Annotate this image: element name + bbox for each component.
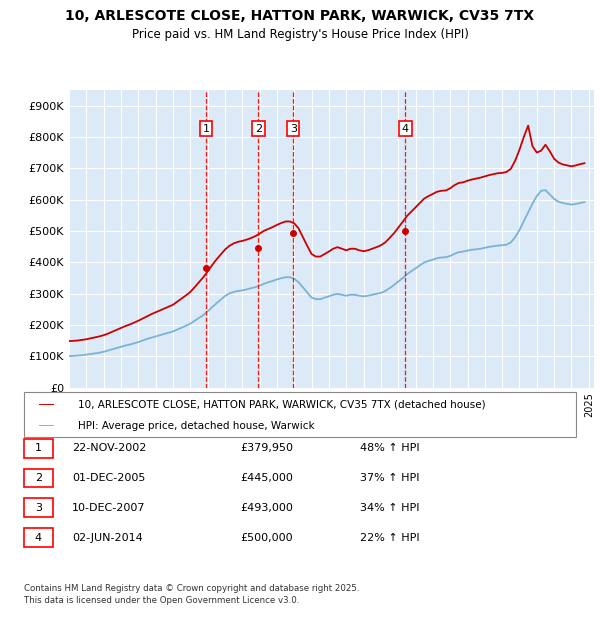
Text: 2: 2: [35, 473, 42, 483]
Text: 2: 2: [254, 123, 262, 133]
Text: 01-DEC-2005: 01-DEC-2005: [72, 473, 145, 483]
Text: £379,950: £379,950: [240, 443, 293, 453]
Text: 37% ↑ HPI: 37% ↑ HPI: [360, 473, 419, 483]
Text: 02-JUN-2014: 02-JUN-2014: [72, 533, 143, 542]
Text: 4: 4: [35, 533, 42, 542]
Text: 3: 3: [35, 503, 42, 513]
Text: 10, ARLESCOTE CLOSE, HATTON PARK, WARWICK, CV35 7TX: 10, ARLESCOTE CLOSE, HATTON PARK, WARWIC…: [65, 9, 535, 24]
Text: HPI: Average price, detached house, Warwick: HPI: Average price, detached house, Warw…: [78, 421, 314, 431]
Text: £500,000: £500,000: [240, 533, 293, 542]
Text: 3: 3: [290, 123, 297, 133]
Text: ——: ——: [39, 399, 54, 412]
Text: 4: 4: [402, 123, 409, 133]
Text: 48% ↑ HPI: 48% ↑ HPI: [360, 443, 419, 453]
Text: Contains HM Land Registry data © Crown copyright and database right 2025.
This d: Contains HM Land Registry data © Crown c…: [24, 584, 359, 605]
Text: 22% ↑ HPI: 22% ↑ HPI: [360, 533, 419, 542]
Text: £445,000: £445,000: [240, 473, 293, 483]
Text: 1: 1: [202, 123, 209, 133]
Text: 10, ARLESCOTE CLOSE, HATTON PARK, WARWICK, CV35 7TX (detached house): 10, ARLESCOTE CLOSE, HATTON PARK, WARWIC…: [78, 400, 485, 410]
Text: ——: ——: [39, 420, 54, 432]
Text: 34% ↑ HPI: 34% ↑ HPI: [360, 503, 419, 513]
Text: 1: 1: [35, 443, 42, 453]
Text: 22-NOV-2002: 22-NOV-2002: [72, 443, 146, 453]
Text: Price paid vs. HM Land Registry's House Price Index (HPI): Price paid vs. HM Land Registry's House …: [131, 28, 469, 41]
Text: 10-DEC-2007: 10-DEC-2007: [72, 503, 146, 513]
Text: £493,000: £493,000: [240, 503, 293, 513]
